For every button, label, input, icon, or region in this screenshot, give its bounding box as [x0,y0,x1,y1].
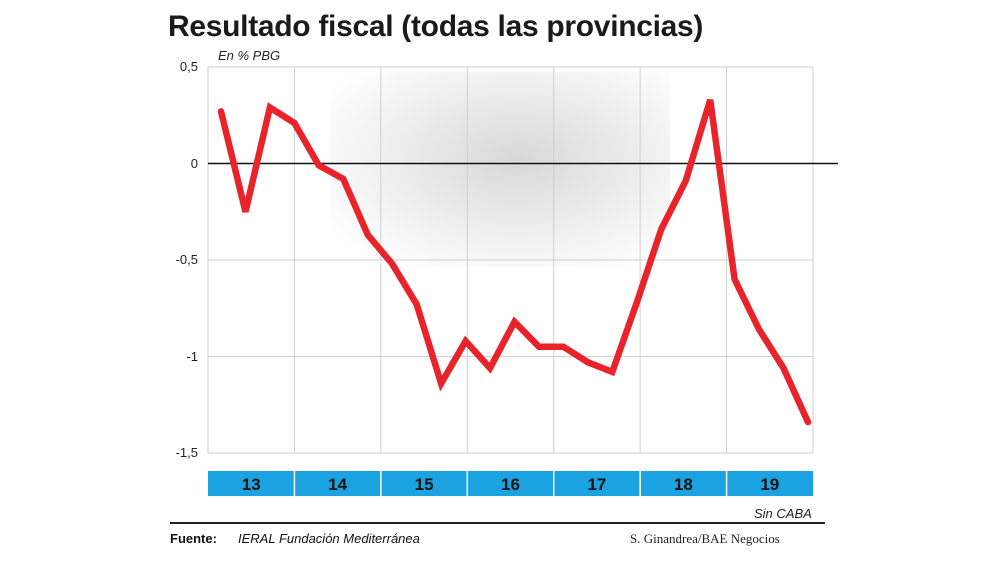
chart-title: Resultado fiscal (todas las provincias) [168,10,704,43]
background-photo-calculator [330,72,670,267]
credit-text: S. Ginandrea/BAE Negocios [630,531,780,546]
y-tick-label: 0 [190,155,198,171]
year-label-17: 17 [587,475,606,494]
year-label-16: 16 [501,475,520,494]
y-axis-unit-label: En % PBG [218,48,281,63]
y-tick-label: -1,5 [175,445,198,460]
y-tick-label: -0,5 [175,252,198,267]
footer-divider [170,522,825,524]
year-label-15: 15 [415,475,434,494]
series-line [217,98,812,426]
year-label-14: 14 [328,475,347,494]
footer-note: Sin CABA [754,506,812,521]
year-band [208,471,813,496]
y-tick-label: 0,5 [179,59,198,74]
year-label-18: 18 [674,475,693,494]
source-label: Fuente: [170,531,217,546]
year-label-13: 13 [242,475,261,494]
year-label-19: 19 [760,475,779,494]
source-text: IERAL Fundación Mediterránea [238,531,420,546]
y-tick-label: -1 [186,348,198,364]
